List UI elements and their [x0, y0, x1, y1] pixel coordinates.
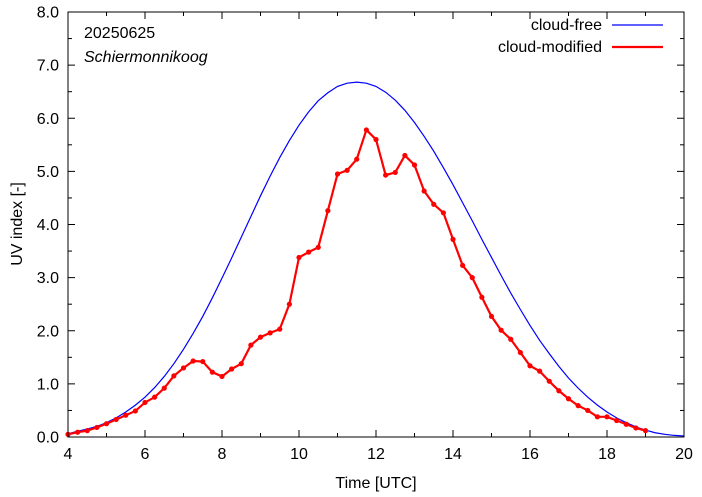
- x-tick-label: 14: [444, 446, 462, 463]
- cloud-modified-point: [219, 373, 225, 380]
- y-tick-label: 2.0: [37, 323, 59, 340]
- cloud-modified-point: [633, 425, 639, 431]
- y-tick-label: 3.0: [37, 270, 59, 287]
- cloud-modified-point: [315, 244, 321, 250]
- plot-frame: [67, 11, 685, 438]
- cloud-modified-point: [113, 416, 119, 423]
- y-axis-ticks: 0.0 1.0 2.0 3.0 4.0 5.0 6.0 7.0 8.0: [37, 5, 684, 447]
- date-label: 20250625: [84, 25, 155, 42]
- x-tick-label: 16: [521, 446, 539, 463]
- cloud-modified-point: [537, 368, 543, 374]
- cloud-modified-point: [508, 336, 514, 342]
- cloud-modified-point: [527, 363, 533, 369]
- x-tick-label: 6: [141, 446, 150, 463]
- cloud-modified-point: [257, 334, 264, 340]
- x-tick-label: 10: [290, 446, 308, 463]
- cloud-modified-point: [469, 275, 475, 281]
- y-tick-label: 6.0: [37, 111, 59, 128]
- cloud-modified-point: [402, 152, 408, 159]
- cloud-modified-point: [325, 208, 331, 214]
- cloud-modified-point: [383, 172, 389, 178]
- legend: cloud-free cloud-modified: [498, 17, 663, 56]
- y-axis-label: UV index [-]: [9, 182, 26, 266]
- cloud-modified-point: [594, 414, 600, 420]
- cloud-modified-point: [152, 394, 158, 400]
- y-tick-label: 8.0: [37, 5, 59, 22]
- cloud-modified-point: [296, 254, 302, 261]
- cloud-modified-point: [642, 428, 649, 434]
- y-tick-label: 7.0: [37, 58, 59, 75]
- cloud-modified-point: [209, 369, 215, 375]
- cloud-modified-point: [556, 388, 562, 394]
- x-tick-label: 8: [218, 446, 227, 463]
- y-tick-label: 0.0: [37, 430, 59, 447]
- cloud-modified-point: [363, 127, 369, 133]
- legend-label-cloud-free: cloud-free: [531, 17, 602, 34]
- cloud-modified-point: [440, 210, 446, 216]
- cloud-modified-point: [488, 313, 495, 320]
- cloud-modified-point: [450, 236, 456, 242]
- cloud-modified-point: [190, 358, 196, 364]
- x-tick-label: 18: [598, 446, 616, 463]
- legend-label-cloud-modified: cloud-modified: [498, 39, 602, 56]
- cloud-modified-point: [180, 365, 187, 371]
- cloud-modified-point: [248, 342, 254, 348]
- cloud-modified-point: [460, 262, 466, 269]
- y-tick-label: 1.0: [37, 376, 59, 393]
- x-tick-label: 4: [64, 446, 73, 463]
- cloud-modified-point: [267, 330, 273, 336]
- cloud-modified-point: [334, 171, 341, 177]
- cloud-modified-points: [65, 127, 649, 437]
- cloud-modified-point: [585, 407, 591, 414]
- x-tick-label: 12: [367, 446, 385, 463]
- cloud-modified-point: [286, 301, 292, 307]
- cloud-modified-point: [344, 167, 350, 173]
- cloud-modified-point: [517, 349, 523, 356]
- cloud-modified-point: [546, 378, 552, 384]
- cloud-modified-point: [103, 421, 110, 427]
- cloud-modified-point: [238, 361, 244, 367]
- x-tick-label: 20: [675, 446, 693, 463]
- cloud-modified-point: [421, 188, 427, 194]
- cloud-modified-point: [123, 412, 129, 418]
- cloud-modified-point: [171, 373, 177, 379]
- cloud-modified-point: [132, 408, 138, 414]
- cloud-modified-point: [161, 385, 167, 391]
- cloud-modified-point: [392, 169, 398, 176]
- cloud-modified-point: [498, 327, 504, 333]
- cloud-modified-point: [411, 162, 418, 168]
- cloud-modified-point: [575, 403, 581, 409]
- x-axis-label: Time [UTC]: [335, 475, 416, 492]
- cloud-modified-point: [479, 294, 485, 300]
- cloud-free-line: [67, 81, 685, 437]
- cloud-modified-point: [277, 326, 283, 332]
- cloud-modified-point: [565, 396, 572, 402]
- y-tick-label: 5.0: [37, 164, 59, 181]
- cloud-modified-point: [84, 428, 90, 434]
- cloud-modified-point: [354, 156, 360, 162]
- cloud-modified-point: [229, 366, 235, 372]
- cloud-modified-point: [373, 136, 379, 143]
- y-tick-label: 4.0: [37, 217, 59, 234]
- location-label: Schiermonnikoog: [84, 49, 208, 66]
- cloud-modified-point: [431, 201, 437, 207]
- cloud-modified-point: [623, 421, 629, 427]
- cloud-modified-point: [142, 399, 148, 406]
- cloud-modified-point: [306, 249, 312, 255]
- x-axis-ticks: 4 6 8 10 12 14 16 18 20: [64, 12, 693, 463]
- cloud-modified-point: [200, 358, 206, 365]
- cloud-modified-point: [75, 429, 81, 435]
- cloud-modified-point: [94, 424, 100, 431]
- cloud-modified-point: [604, 414, 610, 420]
- cloud-modified-point: [614, 417, 620, 424]
